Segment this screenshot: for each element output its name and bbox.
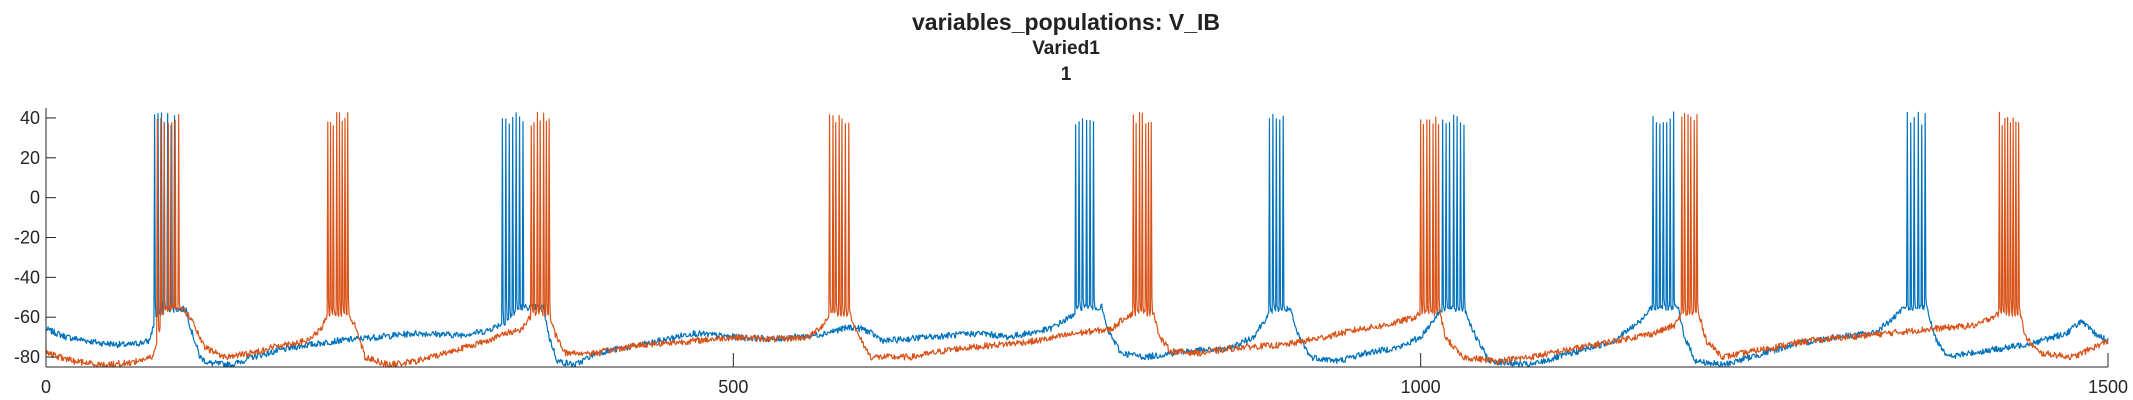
x-tick-label: 1000 [1401, 377, 1441, 397]
plot-subtitle-2: 1 [1061, 64, 1072, 85]
y-tick-label: -80 [14, 347, 40, 367]
plot-subtitle-1: Varied1 [1032, 38, 1100, 59]
y-tick-label: -40 [14, 267, 40, 287]
x-tick-label: 1500 [2088, 377, 2128, 397]
x-tick-label: 500 [718, 377, 748, 397]
series-line-2 [45, 111, 2109, 368]
y-tick-label: 0 [30, 188, 40, 208]
y-tick-label: 40 [20, 108, 40, 128]
series-layer [45, 111, 2109, 368]
y-tick-label: -60 [14, 307, 40, 327]
plot-title: variables_populations: V_IB [912, 9, 1220, 35]
y-tick-label: -20 [14, 228, 40, 248]
x-tick-label: 0 [41, 377, 51, 397]
series-line-1 [45, 111, 2109, 368]
y-tick-label: 20 [20, 148, 40, 168]
